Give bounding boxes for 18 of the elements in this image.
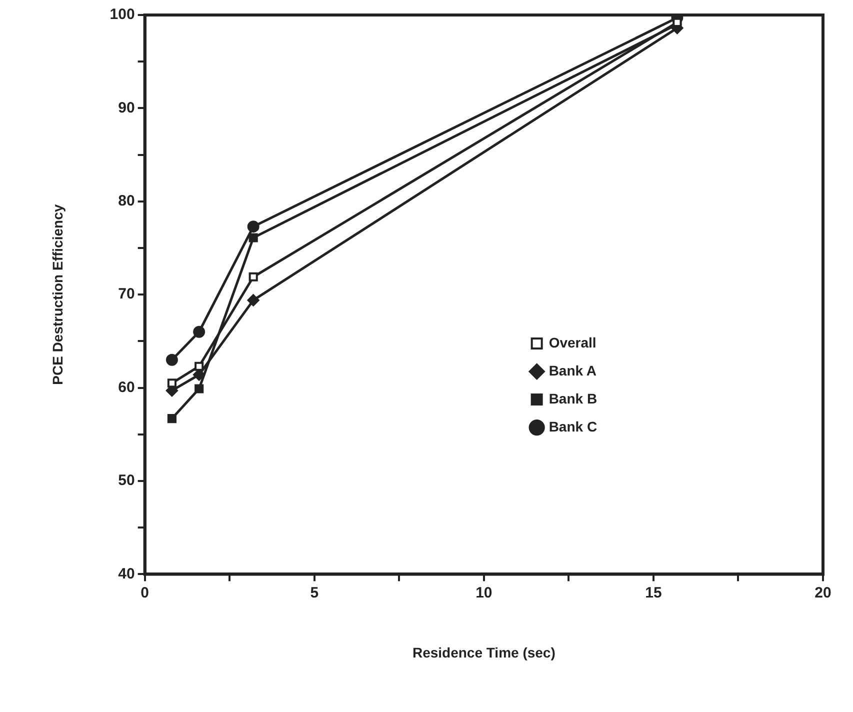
x-tick-label: 10 [476, 584, 492, 602]
x-tick-label: 5 [310, 584, 319, 602]
y-tick-label: 80 [118, 192, 135, 210]
legend-label: Bank B [548, 390, 598, 406]
x-tick-label: 20 [814, 584, 832, 602]
legend-label: Bank C [548, 418, 598, 434]
y-tick-label: 40 [118, 565, 135, 582]
x-axis-title: Residence Time (sec) [412, 644, 556, 660]
x-tick-label: 15 [645, 584, 662, 602]
y-tick-label: 100 [110, 6, 135, 24]
y-tick-label: 60 [118, 378, 135, 396]
legend-label: Overall [548, 334, 596, 350]
y-axis-title: PCE Destruction Efficiency [49, 204, 66, 385]
y-tick-label: 90 [118, 99, 135, 116]
y-tick-label: 70 [118, 286, 135, 303]
legend-label: Bank A [548, 362, 597, 378]
x-tick-label: 0 [140, 584, 149, 602]
y-tick-label: 50 [118, 472, 135, 490]
